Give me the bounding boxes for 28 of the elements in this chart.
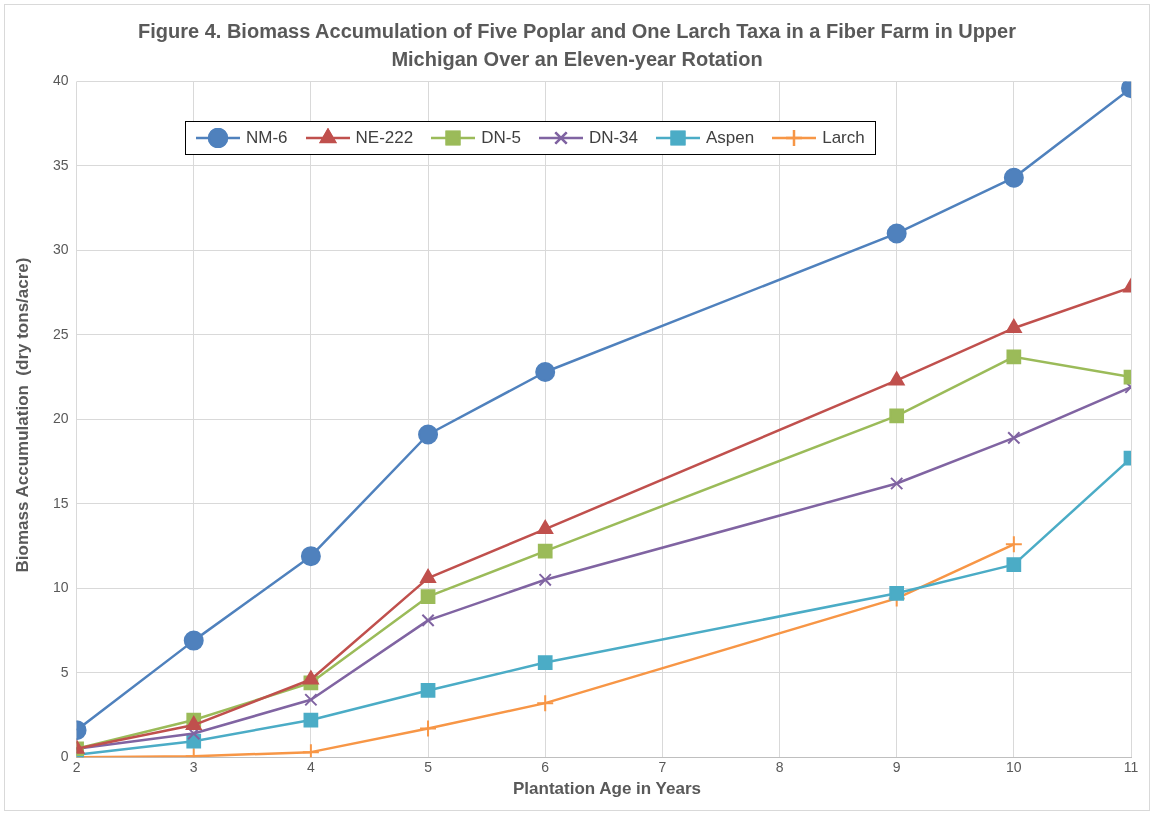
x-tick-label: 6: [541, 759, 550, 776]
y-tick-label: 15: [52, 494, 69, 511]
legend-label: NE-222: [355, 128, 414, 148]
y-tick-label: 25: [52, 325, 69, 342]
x-tick-label: 7: [658, 759, 667, 776]
x-tick-label: 5: [424, 759, 433, 776]
y-tick-label: 40: [52, 72, 69, 89]
y-tick-label: 30: [52, 241, 69, 258]
x-tick-label: 10: [1006, 759, 1022, 776]
legend-label: Aspen: [706, 128, 755, 148]
y-tick-label: 10: [52, 579, 69, 596]
y-tick-label: 0: [60, 748, 69, 765]
x-tick-label: 2: [72, 759, 81, 776]
x-tick-label: 8: [775, 759, 784, 776]
x-tick-label: 9: [892, 759, 901, 776]
x-tick-label: 4: [306, 759, 315, 776]
y-tick-label: 20: [52, 410, 69, 427]
legend-label: DN-34: [588, 128, 638, 148]
legend-label: DN-5: [481, 128, 521, 148]
x-tick-label: 11: [1123, 759, 1139, 776]
y-tick-label: 5: [60, 663, 69, 680]
legend-label: Larch: [822, 128, 865, 148]
y-axis-title: Biomass Accumulation (dry tons/acre): [13, 257, 33, 573]
chart-title: Figure 4. Biomass Accumulation of Five Poplar and One Larch Taxa in a Fiber Farm in Upper Michigan Over an Eleven-year Rotation: [137, 19, 1017, 72]
x-axis-title: Plantation Age in Years: [512, 779, 702, 799]
legend-label: NM-6: [246, 128, 288, 148]
y-tick-label: 35: [52, 156, 69, 173]
x-tick-label: 3: [189, 759, 198, 776]
